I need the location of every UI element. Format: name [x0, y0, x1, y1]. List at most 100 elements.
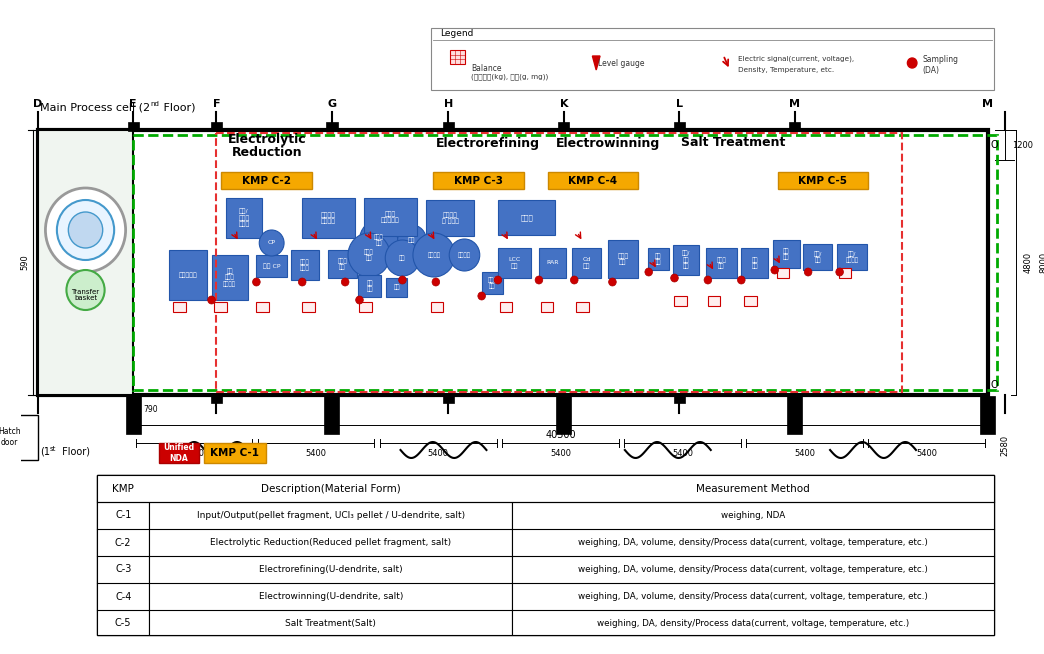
Text: 알화점
장치: 알화점 장치	[617, 253, 628, 265]
Text: 5400: 5400	[550, 449, 571, 458]
Text: F: F	[213, 99, 220, 109]
Circle shape	[208, 296, 215, 304]
Bar	[204, 443, 266, 463]
Bar	[211, 122, 222, 131]
Text: 5400: 5400	[306, 449, 327, 458]
Text: Cd
용융: Cd 용융	[583, 257, 591, 269]
Text: 신청
감시: 신청 감시	[655, 253, 662, 265]
Text: weighing, DA, volume, density/Process data(current, voltage, temperature, etc.): weighing, DA, volume, density/Process da…	[578, 592, 928, 601]
Circle shape	[356, 296, 363, 304]
Bar	[803, 244, 832, 270]
Bar	[97, 475, 994, 502]
Bar	[168, 250, 207, 300]
Text: Electrolytic Reduction(Reduced pellet fragment, salt): Electrolytic Reduction(Reduced pellet fr…	[210, 538, 451, 547]
Bar	[777, 268, 789, 278]
Text: Salt Treatment: Salt Treatment	[682, 137, 786, 150]
Bar	[778, 172, 869, 189]
Bar	[433, 172, 524, 189]
Bar	[211, 394, 222, 403]
Bar	[127, 394, 139, 403]
Text: 8000: 8000	[1039, 252, 1044, 273]
Text: K: K	[560, 99, 568, 109]
Text: 진공
처리: 진공 처리	[752, 257, 758, 269]
Text: 5400: 5400	[672, 449, 693, 458]
Circle shape	[704, 276, 712, 284]
Text: 작업대: 작업대	[520, 215, 532, 221]
Circle shape	[413, 233, 455, 277]
Bar	[149, 475, 513, 635]
Text: 5400: 5400	[428, 449, 449, 458]
Text: 바커: 바커	[399, 255, 406, 261]
Text: M: M	[789, 99, 801, 109]
Circle shape	[348, 233, 390, 277]
Text: (공정물질(kg), 시료(g, mg)): (공정물질(kg), 시료(g, mg))	[471, 73, 548, 80]
Circle shape	[46, 188, 125, 272]
Text: 비커: 비커	[394, 284, 400, 290]
Text: 전해환원조: 전해환원조	[179, 272, 197, 278]
Circle shape	[399, 276, 406, 284]
Text: Balance: Balance	[471, 64, 502, 73]
Circle shape	[259, 230, 284, 256]
Text: 필로
바스켓
샘플링설: 필로 바스켓 샘플링설	[223, 268, 236, 287]
Text: L: L	[675, 99, 683, 109]
Bar	[541, 302, 553, 312]
Text: 임수량
장치: 임수량 장치	[337, 258, 348, 270]
Text: E: E	[129, 99, 137, 109]
Bar	[127, 122, 139, 131]
Text: O: O	[991, 380, 998, 390]
Text: nd: nd	[150, 101, 160, 107]
Text: 소류량
탈탄도: 소류량 탈탄도	[301, 259, 310, 271]
Text: G: G	[327, 99, 336, 109]
Bar	[97, 475, 994, 635]
Bar	[708, 296, 720, 306]
Text: Input/Output(pellet fragment, UCl₃ pellet / U-dendrite, salt): Input/Output(pellet fragment, UCl₃ pelle…	[196, 511, 465, 520]
Text: RAR: RAR	[546, 260, 559, 266]
Bar	[513, 475, 994, 635]
Text: 40300: 40300	[545, 430, 575, 440]
Text: (1: (1	[40, 447, 50, 457]
Bar	[38, 130, 988, 395]
Text: Electrorefining: Electrorefining	[436, 137, 541, 150]
Text: 신청
감시: 신청 감시	[783, 248, 789, 260]
Text: Salt Treatment(Salt): Salt Treatment(Salt)	[285, 619, 376, 628]
Bar	[302, 198, 355, 238]
Text: C-2: C-2	[115, 538, 132, 547]
Bar	[556, 396, 571, 434]
Text: 590: 590	[20, 254, 29, 270]
Bar	[706, 248, 736, 278]
Text: Reduction: Reduction	[232, 145, 302, 158]
Circle shape	[536, 276, 543, 284]
Circle shape	[341, 278, 349, 286]
Bar	[257, 302, 268, 312]
Text: Description(Material Form): Description(Material Form)	[261, 483, 401, 494]
Bar	[500, 302, 513, 312]
Circle shape	[804, 268, 812, 276]
Bar	[386, 278, 407, 297]
Bar	[443, 394, 454, 403]
Bar	[221, 172, 312, 189]
Text: M: M	[982, 99, 993, 109]
Bar	[744, 296, 757, 306]
Bar	[257, 255, 287, 277]
Text: 바커: 바커	[408, 237, 416, 243]
Circle shape	[737, 276, 745, 284]
Bar	[159, 443, 199, 463]
Circle shape	[670, 274, 679, 282]
Text: C-3: C-3	[115, 564, 132, 574]
Text: 처리/
출장
처리: 처리/ 출장 처리	[682, 250, 690, 269]
Text: 자동
장치: 자동 장치	[366, 280, 373, 292]
Text: 진공펌프
및 작업대: 진공펌프 및 작업대	[442, 212, 458, 224]
Circle shape	[56, 200, 114, 260]
Bar	[672, 245, 699, 275]
Text: 임수량
장치: 임수량 장치	[364, 249, 374, 261]
Circle shape	[645, 268, 652, 276]
Text: 정련전극
회급장치: 정련전극 회급장치	[321, 212, 336, 224]
Text: H: H	[444, 99, 453, 109]
Bar	[498, 200, 555, 235]
Text: KMP C-1: KMP C-1	[210, 448, 259, 458]
Text: KMP C-3: KMP C-3	[454, 175, 503, 186]
Bar	[572, 248, 601, 278]
Bar	[741, 248, 768, 278]
Bar	[559, 394, 569, 403]
Text: 전류/
바스켓
가이드: 전류/ 바스켓 가이드	[238, 209, 250, 228]
